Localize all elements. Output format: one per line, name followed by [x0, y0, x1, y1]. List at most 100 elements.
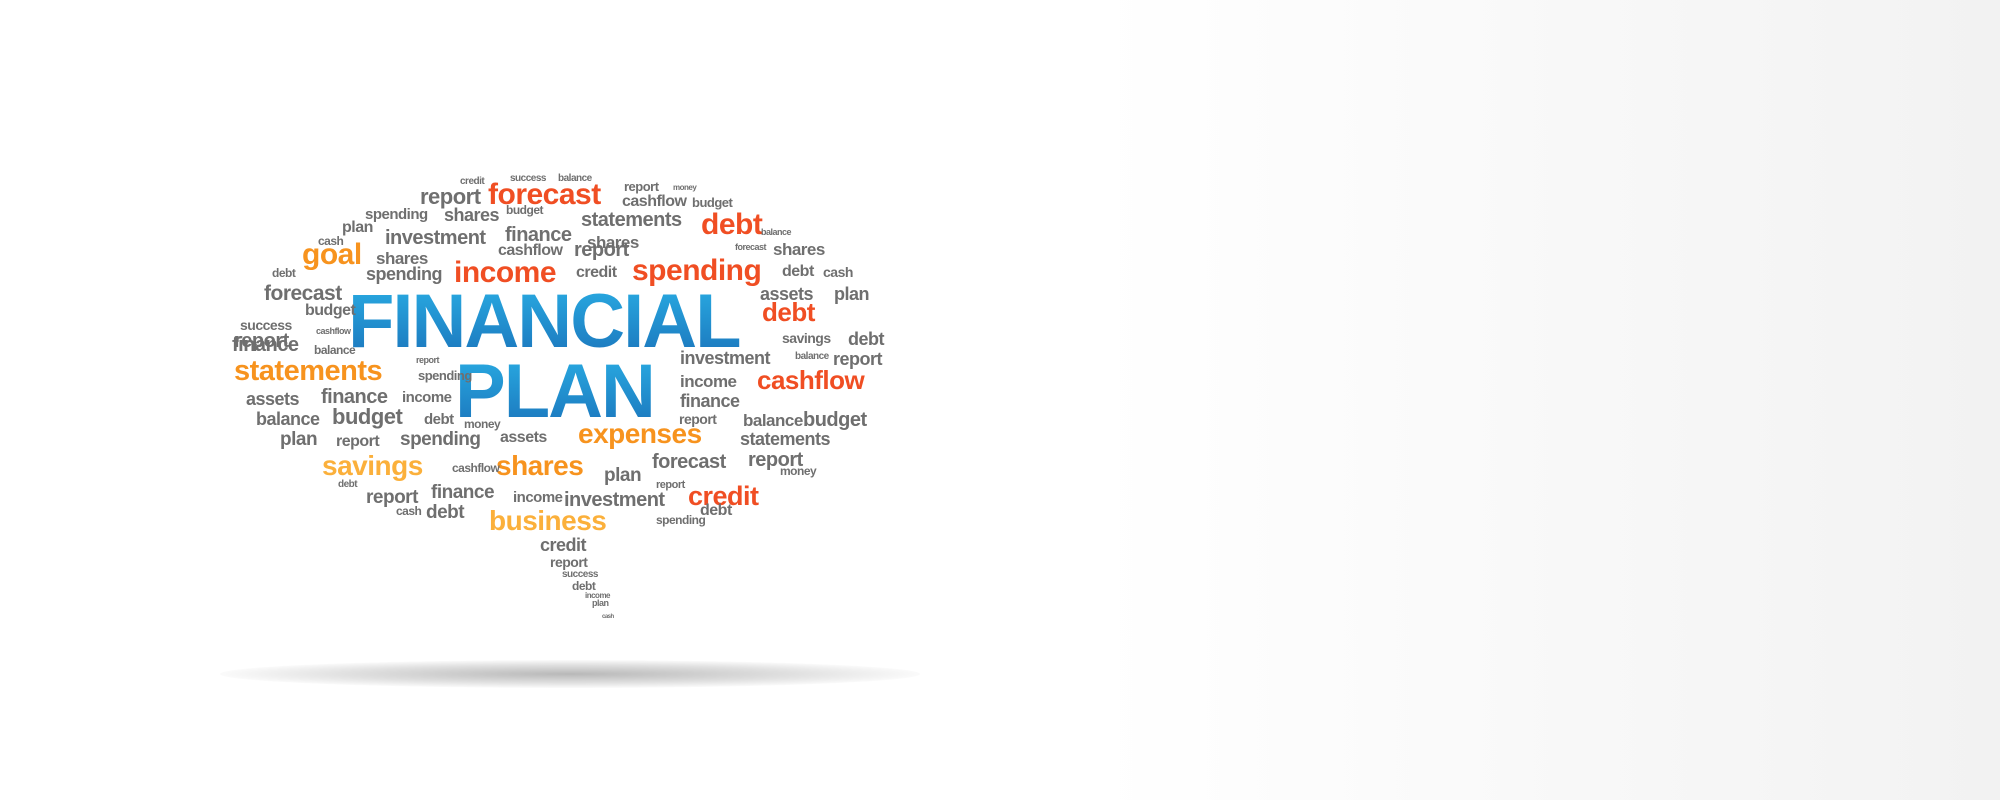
cloud-word: credit: [540, 535, 587, 555]
cloud-word: cashflow: [622, 193, 687, 210]
cloud-word: balance: [743, 411, 803, 430]
cloud-word: cash: [396, 504, 422, 518]
cloud-word: report: [336, 433, 380, 450]
cloud-word: debt: [338, 479, 358, 490]
cloud-word: cashflow: [498, 242, 563, 259]
cloud-word: money: [780, 464, 817, 478]
cloud-word: balance: [314, 343, 356, 357]
cloud-word: cashflow: [757, 365, 865, 395]
cloud-word: plan: [592, 598, 609, 608]
cloud-word: investment: [564, 489, 665, 511]
cloud-word: report: [624, 179, 659, 194]
cloud-word: income: [402, 389, 452, 406]
cloud-word: report: [574, 239, 629, 261]
cloud-word: plan: [604, 465, 642, 486]
cloud-word: expenses: [578, 418, 702, 449]
cloud-word: shares: [496, 450, 584, 481]
cloud-word: income: [680, 372, 737, 391]
headline-financial: FINANCIAL: [348, 279, 742, 364]
cloud-word: budget: [332, 404, 403, 429]
cloud-word: spending: [400, 429, 481, 450]
cloud-word: debt: [762, 297, 815, 327]
cloud-word: budget: [692, 195, 733, 210]
cloud-word: report: [656, 479, 685, 491]
cloud-word: budget: [506, 203, 544, 217]
cloud-word: spending: [365, 206, 428, 223]
cloud-word: success: [240, 317, 292, 333]
cloud-word: money: [673, 183, 697, 192]
cloud-word: plan: [280, 429, 318, 450]
cloud-word: debt: [700, 502, 732, 519]
cloud-word: assets: [760, 284, 814, 304]
cloud-word: credit: [576, 264, 617, 281]
cloud-word: spending: [632, 254, 762, 287]
cloud-word: income: [585, 591, 611, 600]
cloud-word: statements: [234, 355, 383, 387]
cloud-word: forecast: [652, 451, 726, 473]
cloud-word: finance: [431, 482, 495, 503]
cloud-word: finance: [232, 334, 299, 356]
cloud-word: savings: [782, 330, 831, 346]
cloud-word: success: [510, 173, 546, 184]
cloud-word: shares: [773, 240, 825, 259]
cloud-word: cashflow: [316, 326, 351, 336]
cloud-word: spending: [418, 368, 472, 383]
cloud-word: debt: [572, 579, 596, 593]
cloud-word: budget: [803, 409, 867, 431]
cloud-word: finance: [680, 391, 740, 411]
cloud-word: report: [234, 330, 289, 352]
cloud-word: success: [562, 569, 598, 580]
cloud-word: report: [679, 411, 717, 427]
cloud-word: income: [454, 256, 557, 289]
cloud-word: forecast: [488, 178, 601, 211]
cloud-word: shares: [587, 233, 639, 252]
cloud-word: plan: [342, 219, 373, 236]
cloud-word: spending: [656, 513, 706, 527]
cloud-word: budget: [305, 302, 356, 319]
cloud-word: report: [420, 184, 481, 209]
cloud-word: goal: [302, 238, 362, 271]
cloud-word: report: [416, 355, 440, 365]
headline-plan: PLAN: [455, 349, 656, 434]
cloud-word: debt: [782, 263, 814, 280]
cloud-word: debt: [424, 411, 454, 428]
cloud-word: money: [464, 417, 501, 431]
cloud-word: balance: [795, 351, 829, 362]
cloud-word: report: [748, 449, 803, 471]
cloud-word: finance: [321, 386, 388, 408]
cloud-word: balance: [256, 409, 320, 429]
cloud-word: assets: [246, 389, 300, 409]
cloud-word: forecast: [735, 242, 767, 252]
cloud-word: debt: [701, 208, 763, 241]
cloud-word: income: [513, 489, 563, 506]
cloud-word: balance: [761, 227, 792, 237]
cloud-word: credit: [688, 481, 759, 511]
cloud-word: statements: [740, 429, 831, 449]
cloud-word: assets: [500, 429, 547, 446]
cloud-word: savings: [322, 450, 423, 481]
cloud-word: shares: [444, 205, 500, 225]
cloud-word: investment: [385, 227, 486, 249]
cloud-word: statements: [581, 209, 682, 231]
cloud-word: cash: [318, 234, 344, 248]
cloud-word: cash: [602, 614, 614, 620]
cloud-word: report: [550, 554, 588, 570]
cloud-word: business: [489, 505, 607, 536]
cloud-word: spending: [366, 264, 443, 284]
cloud-word: cash: [823, 264, 853, 280]
cloud-word: credit: [460, 176, 485, 187]
cloud-word: debt: [272, 266, 296, 280]
cloud-word: plan: [834, 284, 870, 304]
cloud-word: report: [833, 349, 883, 369]
cloud-word: investment: [680, 348, 771, 368]
cloud-word: balance: [558, 173, 592, 184]
cloud-word: debt: [426, 502, 465, 523]
cloud-word: report: [366, 487, 418, 508]
cloud-word: cashflow: [452, 461, 500, 475]
cloud-word: debt: [848, 329, 885, 349]
speech-bubble-shadow: [220, 660, 920, 688]
cloud-word: shares: [376, 249, 428, 268]
cloud-word: forecast: [264, 282, 342, 305]
